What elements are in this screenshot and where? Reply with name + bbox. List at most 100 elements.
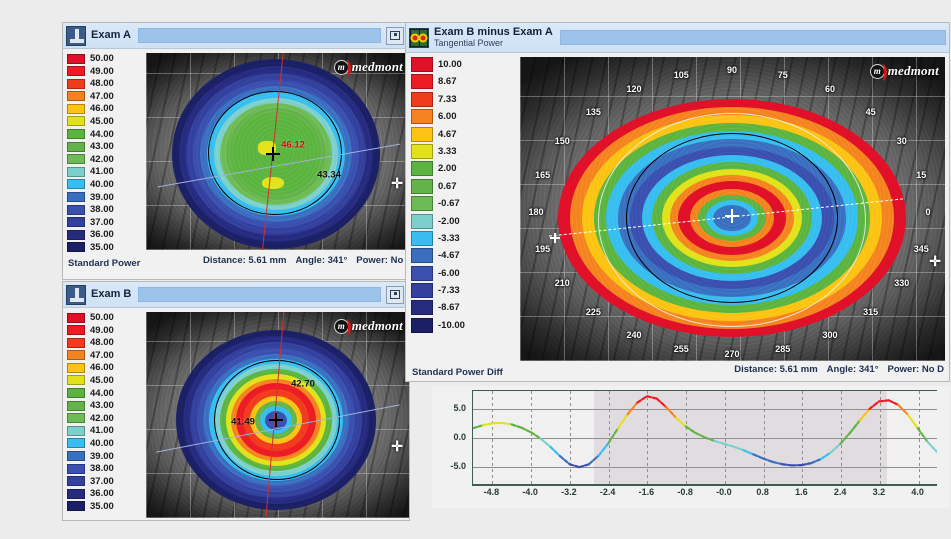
- color-scale-row: 46.00: [67, 103, 114, 114]
- chart-vertical-gridline: [492, 391, 494, 484]
- color-scale-label: 48.00: [90, 337, 114, 349]
- meridian-label-300: 300: [822, 329, 838, 340]
- difference-title: Exam B minus Exam A: [434, 26, 553, 38]
- chart-curve-segment: [597, 442, 610, 457]
- chart-curve-segment: [868, 400, 881, 411]
- chart-vertical-gridline: [841, 391, 843, 484]
- color-scale-label: 40.00: [90, 437, 114, 449]
- color-scale-row: 41.00: [67, 425, 114, 436]
- color-swatch: [411, 265, 433, 281]
- color-scale-row: 8.67: [411, 74, 465, 90]
- chart-x-tick: 2.4: [833, 487, 847, 497]
- color-scale-row: -7.33: [411, 283, 465, 299]
- difference-subtitle: Tangential Power: [434, 37, 504, 48]
- power-profile-chart[interactable]: -4.8 -4.0 -3.2 -2.4 -1.6 -0.8 -0.0 0.8 1.6 2.4 3.2…: [432, 386, 950, 508]
- exam-a-title-field[interactable]: [137, 28, 381, 43]
- meridian-label-135: 135: [585, 106, 601, 117]
- exam-b-title-field[interactable]: [138, 287, 381, 302]
- exam-a-status-values: Distance: 5.61 mm Angle: 341° Power: No …: [203, 255, 427, 266]
- color-scale-label: 8.67: [438, 76, 457, 88]
- chart-vertical-gridline: [608, 391, 610, 484]
- color-swatch: [67, 154, 85, 165]
- color-scale-label: 43.00: [90, 141, 114, 153]
- exam-a-map[interactable]: 46.12 43.34 ✛ m medmont: [146, 53, 409, 250]
- color-scale-label: 50.00: [90, 312, 114, 323]
- color-swatch: [411, 178, 433, 194]
- meridian-label-0: 0: [925, 207, 931, 217]
- chart-curve-segment: [742, 449, 755, 456]
- color-swatch: [411, 283, 433, 299]
- color-scale-row: -2.00: [411, 213, 465, 229]
- chart-curve-segment: [645, 395, 658, 400]
- color-scale-label: -8.67: [438, 302, 460, 314]
- chart-vertical-gridline: [647, 391, 649, 484]
- exam-a-angle: Angle: 341°: [295, 255, 348, 266]
- chart-curve-segment: [568, 463, 581, 469]
- color-scale-label: 7.33: [438, 93, 457, 105]
- color-scale-label: 42.00: [90, 153, 114, 165]
- meridian-label-120: 120: [626, 84, 642, 95]
- exam-a-scale-caption: Standard Power: [68, 258, 141, 269]
- chart-x-tick: 1.6: [795, 487, 808, 497]
- color-scale-row: -0.67: [411, 196, 465, 212]
- color-scale-row: 7.33: [411, 91, 465, 107]
- chart-x-tick: -4.8: [483, 487, 500, 497]
- color-swatch: [411, 300, 433, 316]
- chart-curve-segment: [481, 422, 494, 427]
- color-scale-row: 6.00: [411, 109, 465, 125]
- difference-map[interactable]: ✛ m medmont 15 30 45 60 75 90 105 120 135 150 165 1…: [520, 57, 945, 361]
- color-swatch: [411, 57, 433, 72]
- chart-curve-segment: [800, 461, 813, 467]
- difference-distance: Distance: 5.61 mm: [734, 364, 818, 375]
- chart-horizontal-gridline: [473, 467, 937, 469]
- color-scale-row: 45.00: [67, 375, 114, 386]
- difference-color-scale: 10.00 8.67 7.33 6.00 4.67 3.33 2.00 0.67 -0.67 -2…: [411, 57, 465, 335]
- color-scale-label: -2.00: [438, 215, 460, 227]
- exam-a-distance: Distance: 5.61 mm: [203, 255, 287, 266]
- chart-x-tick: -3.2: [561, 487, 577, 497]
- topo-hotspot: [258, 141, 276, 155]
- chart-curve-segment: [703, 436, 716, 443]
- color-scale-row: 4.67: [411, 126, 465, 142]
- color-scale-label: 39.00: [90, 450, 114, 462]
- exam-a-maximize-button[interactable]: [386, 26, 404, 45]
- color-swatch: [67, 166, 85, 177]
- color-scale-row: 2.00: [411, 161, 465, 177]
- color-scale-row: 43.00: [67, 400, 114, 411]
- topo-hotspot: [262, 177, 284, 189]
- chart-vertical-gridline: [569, 391, 571, 484]
- meridian-label-330: 330: [894, 278, 910, 288]
- color-swatch: [411, 161, 433, 177]
- exam-a-power: Power: No Data: [356, 255, 427, 266]
- meridian-label-15: 15: [916, 170, 927, 181]
- difference-header: Exam B minus Exam A Tangential Power: [406, 23, 949, 53]
- chart-curve-segment: [848, 419, 861, 434]
- exam-a-title: Exam A: [91, 28, 131, 41]
- meridian-label-75: 75: [777, 69, 788, 80]
- color-scale-label: 0.67: [438, 180, 457, 192]
- color-swatch: [411, 74, 433, 90]
- chart-curve-segment: [897, 403, 910, 416]
- color-scale-row: 38.00: [67, 463, 114, 474]
- meridian-label-90: 90: [726, 65, 738, 75]
- chart-x-tick: -0.0: [716, 487, 732, 497]
- color-swatch: [67, 488, 85, 499]
- color-scale-row: 36.00: [67, 229, 114, 240]
- color-scale-label: 39.00: [90, 191, 114, 203]
- chart-plot-area[interactable]: [472, 390, 937, 484]
- exam-b-map[interactable]: 42.70 41.49 ✛ m medmont: [146, 312, 409, 518]
- exam-b-title: Exam B: [91, 287, 132, 300]
- meridian-label-180: 180: [528, 207, 544, 217]
- color-swatch: [411, 230, 433, 246]
- exam-b-maximize-button[interactable]: [386, 285, 404, 304]
- meridian-label-45: 45: [865, 106, 876, 117]
- color-scale-label: 45.00: [90, 374, 114, 386]
- difference-title-field[interactable]: [559, 30, 946, 45]
- exam-a-panel: Exam A 50.00 49.00 48.00 47.00 46.00 45.00 44.…: [62, 22, 427, 280]
- chart-curve-segment: [520, 426, 533, 434]
- color-scale-label: 44.00: [90, 128, 114, 140]
- chart-curve-segment: [616, 413, 629, 430]
- chart-curve-segment: [626, 401, 639, 416]
- color-swatch: [67, 400, 85, 411]
- color-swatch: [67, 476, 85, 487]
